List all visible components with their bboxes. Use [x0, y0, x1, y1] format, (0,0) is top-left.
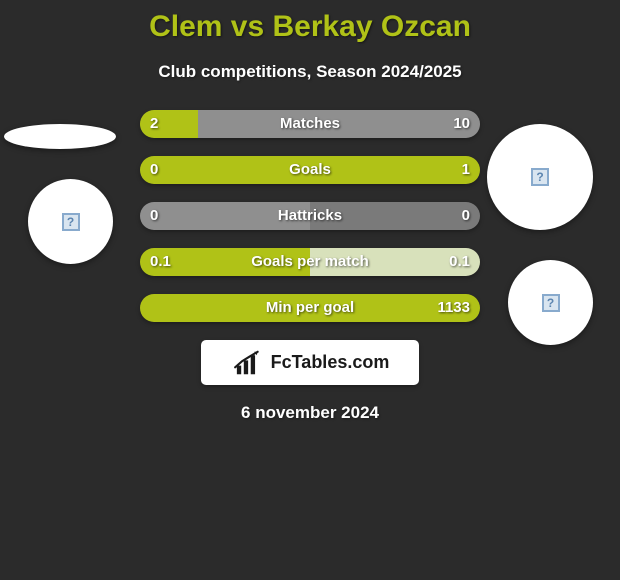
stat-row: 0.10.1Goals per match: [140, 248, 480, 276]
player-avatar-left: ?: [28, 179, 113, 264]
stat-row: 210Matches: [140, 110, 480, 138]
player-avatar-bottom-right: ?: [508, 260, 593, 345]
stat-row: 00Hattricks: [140, 202, 480, 230]
subtitle: Club competitions, Season 2024/2025: [0, 62, 620, 82]
placeholder-icon: ?: [542, 294, 560, 312]
stat-label: Goals per match: [140, 248, 480, 276]
placeholder-icon: ?: [62, 213, 80, 231]
stat-label: Matches: [140, 110, 480, 138]
placeholder-icon: ?: [531, 168, 549, 186]
brand-text: FcTables.com: [271, 352, 390, 373]
brand-chart-icon: [231, 350, 267, 376]
stat-label: Goals: [140, 156, 480, 184]
stats-chart: 210Matches 01Goals 00Hattricks 0.10.1Goals …: [140, 110, 480, 322]
page-title: Clem vs Berkay Ozcan: [0, 0, 620, 44]
brand-badge: FcTables.com: [201, 340, 419, 385]
date-label: 6 november 2024: [0, 403, 620, 423]
stat-label: Min per goal: [140, 294, 480, 322]
stat-row: 1133Min per goal: [140, 294, 480, 322]
decor-ellipse-top-left: [4, 124, 116, 149]
player-avatar-top-right: ?: [487, 124, 593, 230]
stat-row: 01Goals: [140, 156, 480, 184]
stat-label: Hattricks: [140, 202, 480, 230]
